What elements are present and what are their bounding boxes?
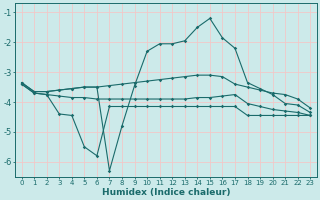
X-axis label: Humidex (Indice chaleur): Humidex (Indice chaleur) [102, 188, 230, 197]
